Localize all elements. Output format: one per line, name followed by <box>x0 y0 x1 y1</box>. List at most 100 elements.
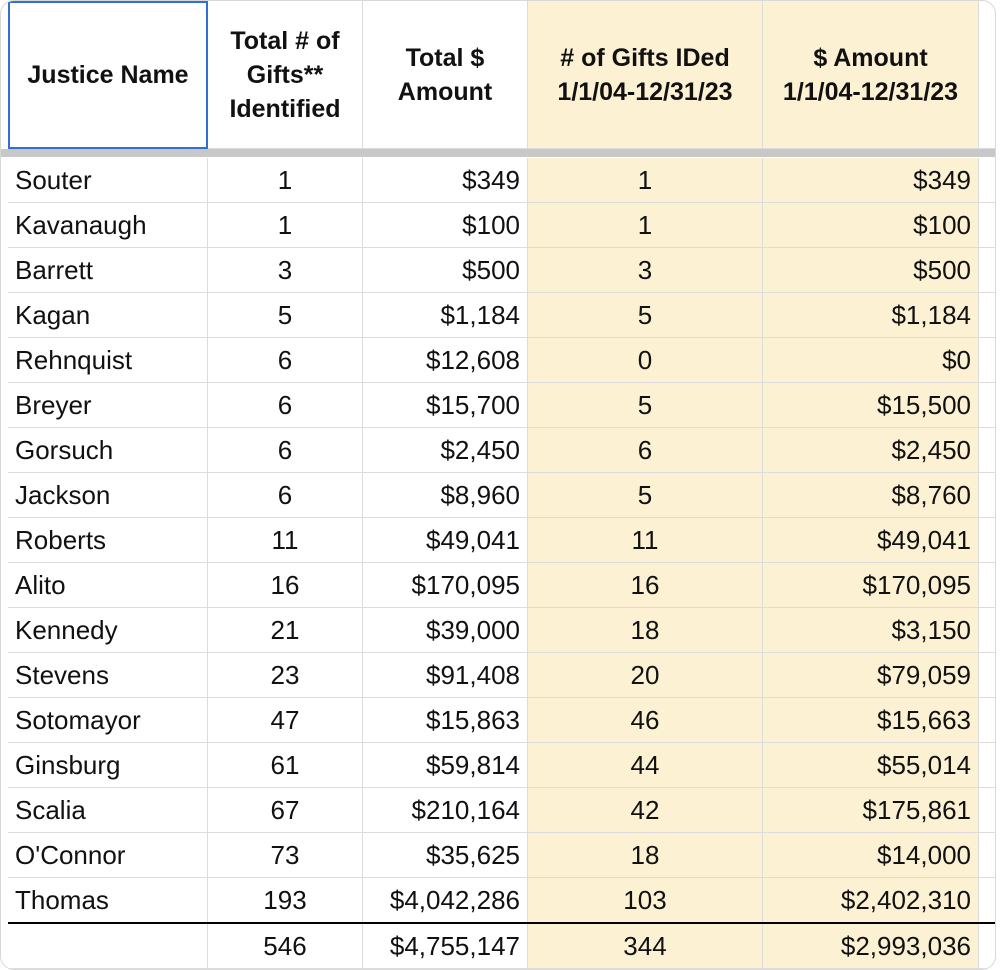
cell: $210,164 <box>363 788 528 833</box>
cell: 44 <box>528 743 763 788</box>
cell: 103 <box>528 878 763 923</box>
cell: $79,059 <box>763 653 979 698</box>
cell: $8,760 <box>763 473 979 518</box>
extra-column <box>979 563 995 608</box>
cell: 23 <box>208 653 363 698</box>
header-cell: $ Amount 1/1/04-12/31/23 <box>763 1 979 149</box>
cell: $500 <box>763 248 979 293</box>
cell: 61 <box>208 743 363 788</box>
cell: 1 <box>208 158 363 203</box>
cell: $49,041 <box>363 518 528 563</box>
cell: 6 <box>208 473 363 518</box>
cell: 47 <box>208 698 363 743</box>
cell: $500 <box>363 248 528 293</box>
cell: $170,095 <box>763 563 979 608</box>
cell: Ginsburg <box>8 743 208 788</box>
total-cell: 546 <box>208 924 363 969</box>
cell: 21 <box>208 608 363 653</box>
extra-column <box>979 293 995 338</box>
cell: $170,095 <box>363 563 528 608</box>
total-cell: $4,755,147 <box>363 924 528 969</box>
cell: 20 <box>528 653 763 698</box>
cell: $59,814 <box>363 743 528 788</box>
cell: $91,408 <box>363 653 528 698</box>
cell: 0 <box>528 338 763 383</box>
cell: 5 <box>528 383 763 428</box>
cell: 16 <box>528 563 763 608</box>
cell: 5 <box>528 473 763 518</box>
cell: 6 <box>208 428 363 473</box>
extra-column <box>979 473 995 518</box>
cell: $349 <box>363 158 528 203</box>
cell: $8,960 <box>363 473 528 518</box>
cell: 16 <box>208 563 363 608</box>
cell: 5 <box>528 293 763 338</box>
cell: Gorsuch <box>8 428 208 473</box>
header-cell: Total # of Gifts** Identified <box>208 1 363 149</box>
cell: $15,500 <box>763 383 979 428</box>
cell: $39,000 <box>363 608 528 653</box>
cell: $2,450 <box>763 428 979 473</box>
cell: $100 <box>763 203 979 248</box>
cell: Roberts <box>8 518 208 563</box>
cell: Breyer <box>8 383 208 428</box>
cell: 46 <box>528 698 763 743</box>
cell: Kennedy <box>8 608 208 653</box>
cell: $0 <box>763 338 979 383</box>
cell: 73 <box>208 833 363 878</box>
cell: 5 <box>208 293 363 338</box>
cell: $49,041 <box>763 518 979 563</box>
header-cell: # of Gifts IDed 1/1/04-12/31/23 <box>528 1 763 149</box>
cell: 193 <box>208 878 363 923</box>
cell: Kagan <box>8 293 208 338</box>
extra-column <box>979 158 995 203</box>
cell: 6 <box>208 383 363 428</box>
header-cell: Total $ Amount <box>363 1 528 149</box>
cell: $15,863 <box>363 698 528 743</box>
cell: 1 <box>528 203 763 248</box>
extra-column <box>979 1 995 149</box>
cell: Kavanaugh <box>8 203 208 248</box>
extra-column <box>979 608 995 653</box>
cell: $35,625 <box>363 833 528 878</box>
cell: Stevens <box>8 653 208 698</box>
cell: $12,608 <box>363 338 528 383</box>
cell: $3,150 <box>763 608 979 653</box>
cell: $4,042,286 <box>363 878 528 923</box>
cell: $1,184 <box>363 293 528 338</box>
cell: $2,402,310 <box>763 878 979 923</box>
cell: $100 <box>363 203 528 248</box>
total-rule <box>8 922 995 924</box>
extra-column <box>979 743 995 788</box>
cell: Barrett <box>8 248 208 293</box>
extra-column <box>979 833 995 878</box>
extra-column <box>979 698 995 743</box>
cell: $175,861 <box>763 788 979 833</box>
cell: 6 <box>528 428 763 473</box>
cell: 18 <box>528 608 763 653</box>
cell: 11 <box>528 518 763 563</box>
extra-column <box>979 428 995 473</box>
cell: 3 <box>528 248 763 293</box>
cell: $15,700 <box>363 383 528 428</box>
extra-column <box>979 203 995 248</box>
cell: $55,014 <box>763 743 979 788</box>
total-cell: $2,993,036 <box>763 924 979 969</box>
cell: $2,450 <box>363 428 528 473</box>
cell: 1 <box>208 203 363 248</box>
cell: Souter <box>8 158 208 203</box>
cell: 67 <box>208 788 363 833</box>
cell: Sotomayor <box>8 698 208 743</box>
cell: $15,663 <box>763 698 979 743</box>
cell: 1 <box>528 158 763 203</box>
cell: Alito <box>8 563 208 608</box>
extra-column <box>979 878 995 923</box>
cell: 11 <box>208 518 363 563</box>
extra-column <box>979 248 995 293</box>
cell: 6 <box>208 338 363 383</box>
cell: O'Connor <box>8 833 208 878</box>
total-cell: 344 <box>528 924 763 969</box>
extra-column <box>979 924 995 969</box>
